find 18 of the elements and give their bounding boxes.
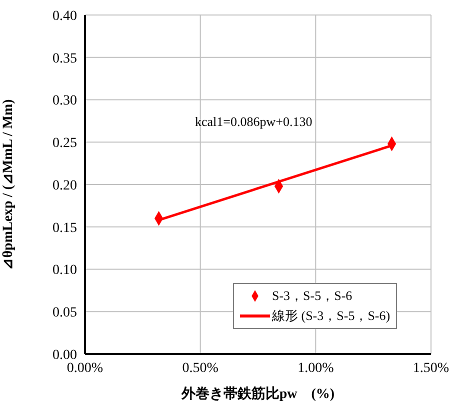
y-tick-label: 0.40 — [52, 8, 77, 24]
annotation: kcal1=0.086pw+0.130 — [195, 114, 312, 130]
y-axis-title: ⊿θpmLexp / (⊿MmL / Mm) — [0, 98, 16, 270]
x-tick-label: 0.50% — [182, 360, 219, 376]
y-tick-label: 0.05 — [52, 306, 77, 321]
x-tick-label: 1.50% — [412, 360, 450, 376]
y-tick-label: 0.10 — [52, 263, 77, 278]
y-tick-label: 0.00 — [52, 348, 77, 363]
legend-label: 線形 (S-3，S-5，S-6) — [272, 307, 390, 325]
legend-label: S-3，S-5，S-6 — [272, 287, 352, 305]
y-tick-label: 0.25 — [52, 136, 77, 152]
y-tick-label: 0.35 — [52, 51, 77, 66]
x-axis-title: 外巻き帯鉄筋比pw (%) — [180, 386, 335, 402]
y-tick-label: 0.30 — [52, 94, 77, 109]
y-tick-label: 0.20 — [52, 178, 77, 194]
x-tick-label: 0.00% — [66, 360, 104, 376]
y-tick-label: 0.15 — [52, 220, 77, 236]
x-tick-label: 1.00% — [298, 360, 334, 376]
